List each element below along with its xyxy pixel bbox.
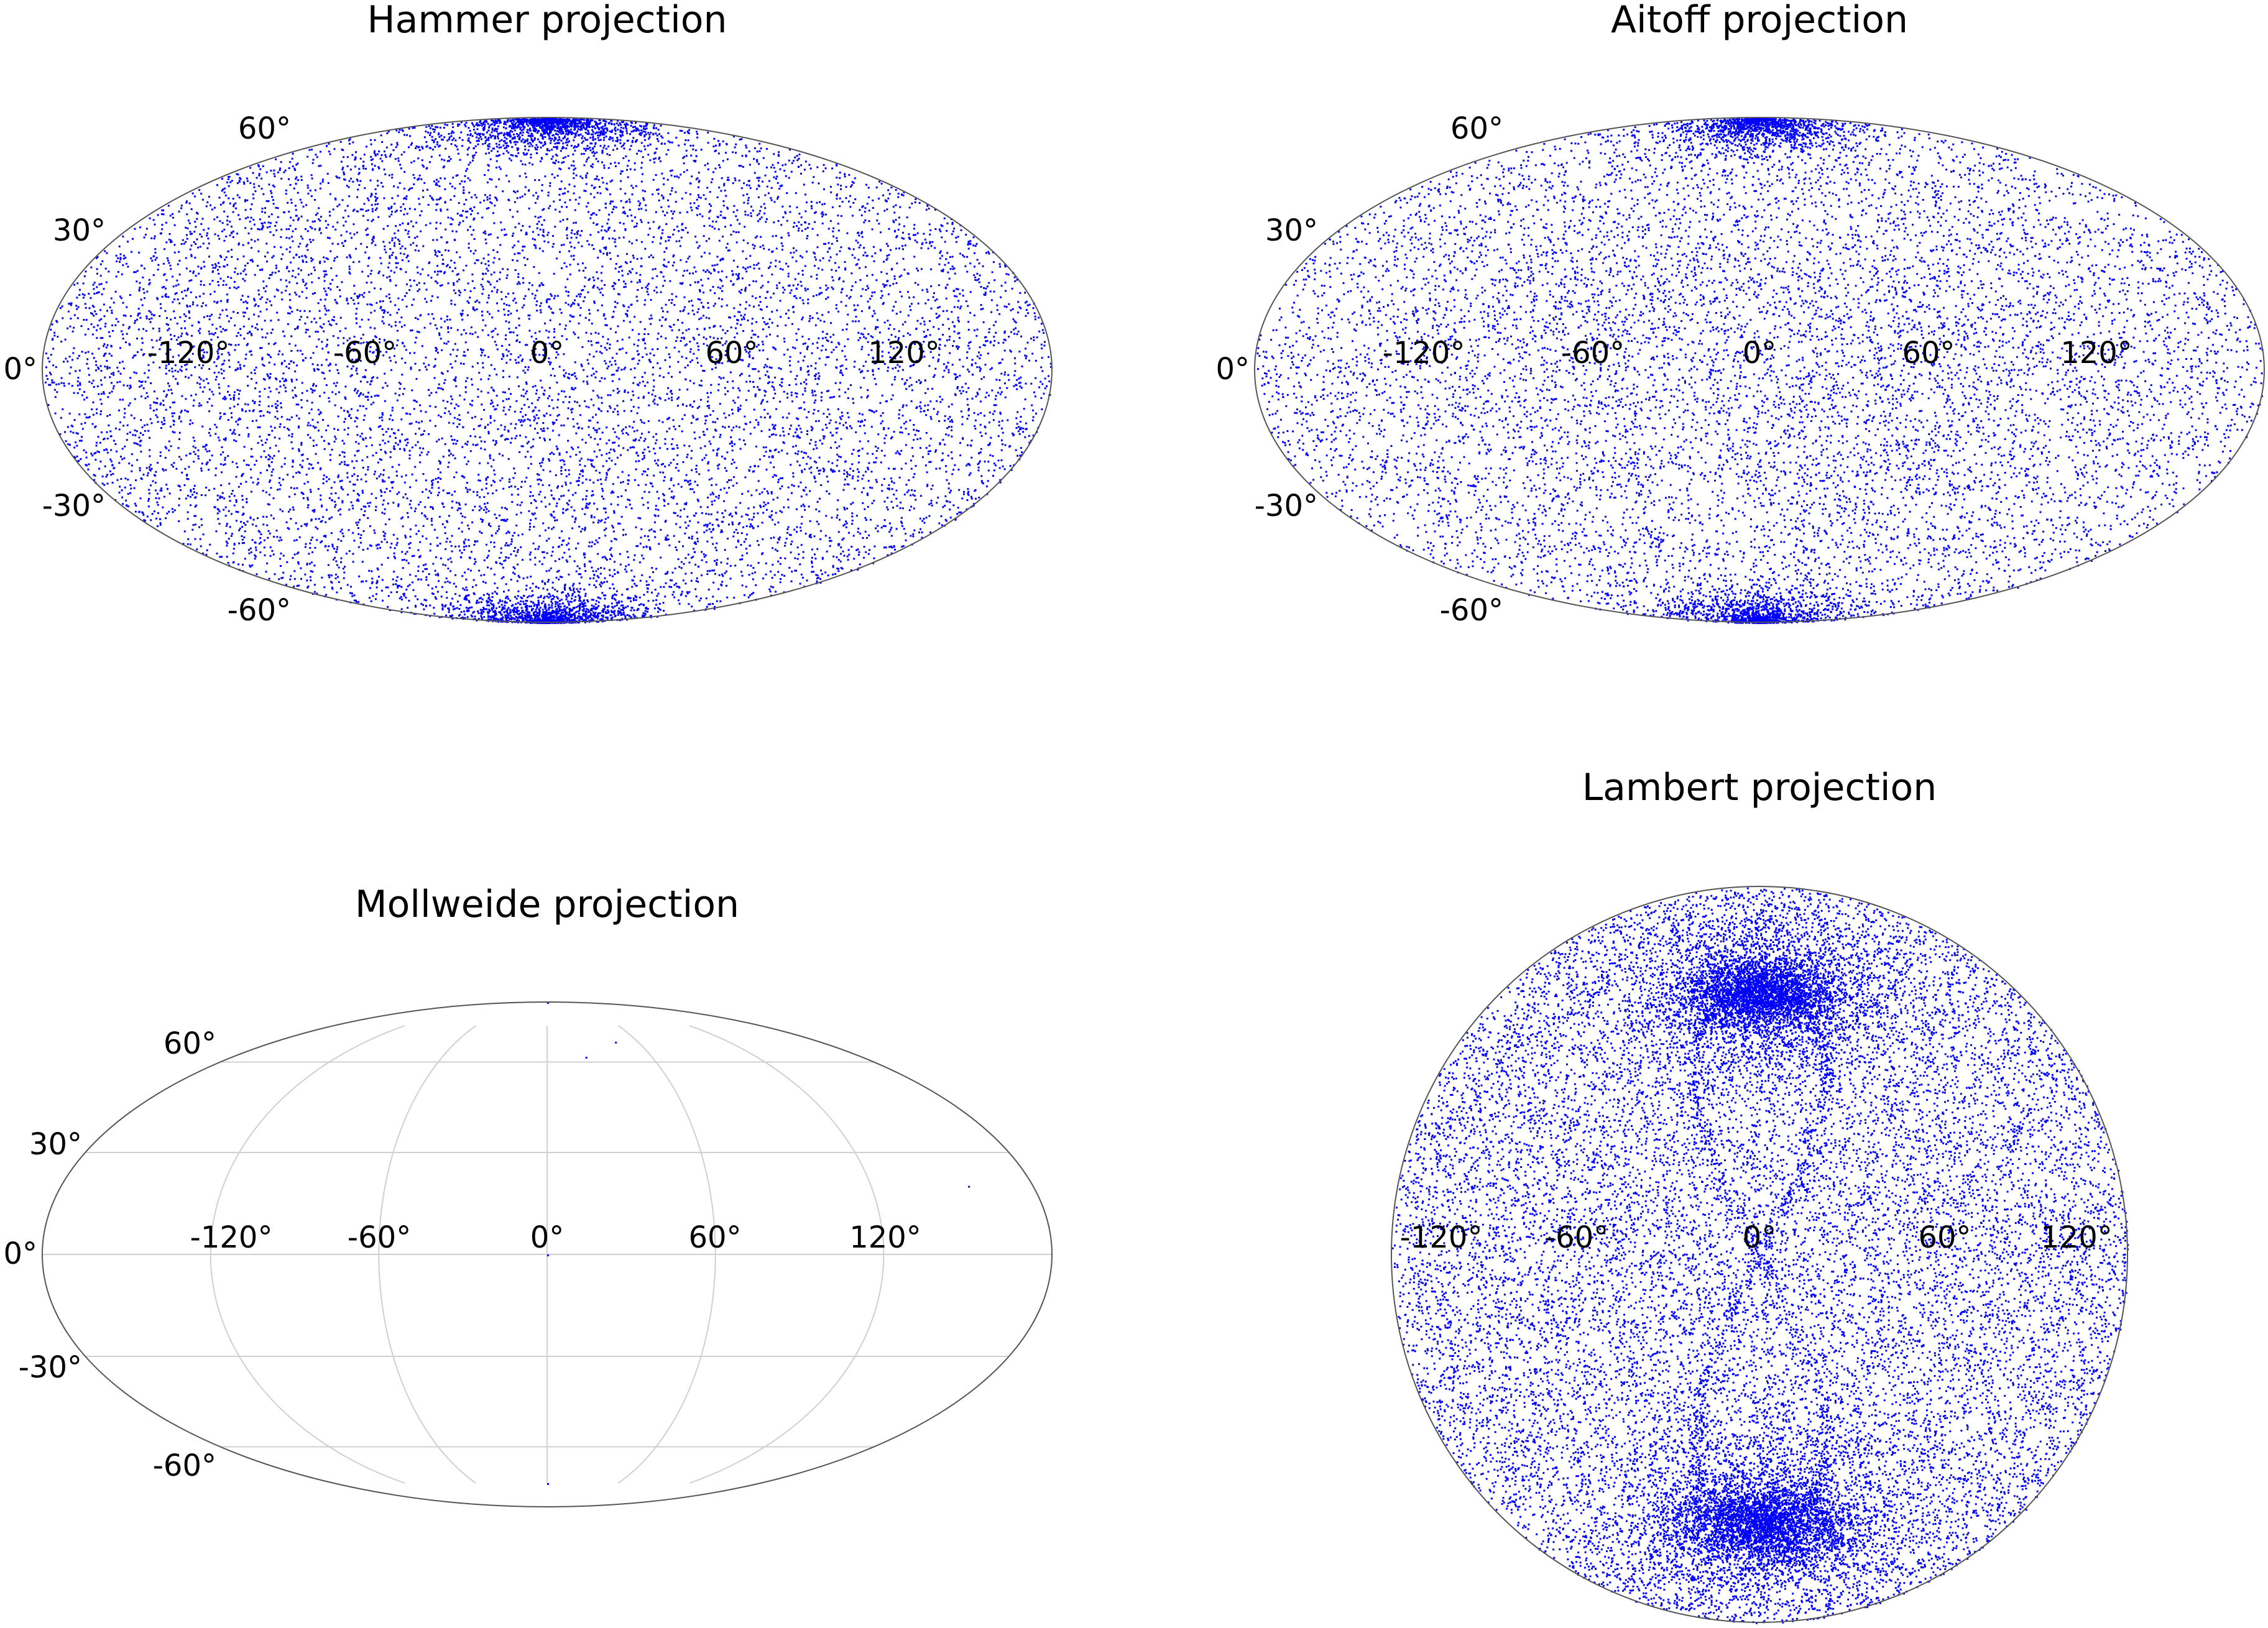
hammer-xtick: -120° [147, 336, 230, 370]
hammer-xtick: -60° [333, 336, 397, 370]
aitoff-ytick: 0° [1215, 352, 1250, 387]
hammer-xtick: 0° [530, 336, 565, 370]
mollweide-title: Mollweide projection [355, 883, 739, 926]
mollweide-ytick: 60° [164, 1026, 216, 1061]
lambert-xtick: 60° [1918, 1220, 1971, 1255]
lambert-xtick: -120° [1400, 1220, 1483, 1255]
lambert-xtick: 0° [1743, 1220, 1777, 1255]
hammer-ticks: -120° -60° 0° 60° 120° 60° 30° 0° -30° -… [3, 111, 939, 628]
hammer-xtick: 120° [868, 336, 940, 370]
hammer-ytick: -60° [228, 593, 291, 628]
hammer-title: Hammer projection [367, 0, 727, 42]
aitoff-points [1256, 117, 2264, 624]
mollweide-meridian [210, 1025, 405, 1484]
mollweide-meridian [689, 1025, 885, 1484]
aitoff-data-points [1256, 117, 2264, 624]
hammer-ytick: 30° [53, 213, 106, 248]
aitoff-title: Aitoff projection [1611, 0, 1908, 42]
lambert-frame [1391, 886, 2128, 1623]
mollweide-ytick: -60° [153, 1448, 216, 1483]
aitoff-xtick: 0° [1743, 336, 1777, 370]
hammer-ytick: 60° [238, 111, 291, 146]
lambert-data-points [1391, 887, 2129, 1624]
mollweide-ticks: -120° -60° 0° 60° 120° 60° 30° 0° -30° -… [3, 1026, 921, 1483]
aitoff-xtick: 120° [2060, 336, 2132, 370]
mollweide-xtick: -120° [190, 1220, 273, 1255]
lambert-xtick: -60° [1545, 1220, 1608, 1255]
hammer-xtick: 60° [705, 336, 758, 370]
aitoff-ytick: 30° [1265, 213, 1318, 248]
lambert-ticks: -120° -60° 0° 60° 120° [1400, 1220, 2113, 1255]
lambert-title: Lambert projection [1582, 766, 1937, 809]
mollweide-panel: Mollweide projection -120° -60° 0° 60° 1… [3, 883, 1053, 1507]
mollweide-meridian [378, 1025, 477, 1484]
hammer-data-points [44, 117, 1052, 625]
mollweide-ytick: -30° [19, 1350, 82, 1385]
mollweide-xtick: 120° [849, 1220, 921, 1255]
mollweide-ytick: 30° [29, 1127, 82, 1162]
aitoff-ytick: 60° [1450, 111, 1503, 146]
aitoff-xtick: 60° [1902, 336, 1955, 370]
aitoff-frame [1254, 117, 2265, 623]
hammer-frame [42, 117, 1053, 623]
lambert-panel: Lambert projection -120° -60° 0° 60° 120… [1391, 766, 2129, 1624]
lambert-xtick: 120° [2040, 1220, 2113, 1255]
mollweide-ytick: 0° [3, 1236, 37, 1271]
mollweide-xtick: 0° [530, 1220, 565, 1255]
mollweide-xtick: 60° [688, 1220, 741, 1255]
hammer-points [44, 117, 1052, 625]
aitoff-ytick: -60° [1440, 593, 1503, 628]
mollweide-meridian [617, 1025, 716, 1484]
hammer-ytick: 0° [3, 352, 37, 387]
aitoff-ytick: -30° [1255, 489, 1318, 523]
mollweide-frame [42, 1001, 1053, 1507]
aitoff-panel: Aitoff projection -120° -60° 0° 60° 120°… [1215, 0, 2265, 628]
mollweide-xtick: -60° [348, 1220, 411, 1255]
hammer-ytick: -30° [42, 489, 106, 523]
aitoff-xtick: -120° [1383, 336, 1465, 370]
lambert-points [1391, 887, 2129, 1624]
aitoff-xtick: -60° [1561, 336, 1625, 370]
hammer-panel: Hammer projection -120° -60° 0° 60° 120°… [3, 0, 1053, 628]
aitoff-ticks: -120° -60° 0° 60° 120° 60° 30° 0° -30° -… [1215, 111, 2132, 628]
